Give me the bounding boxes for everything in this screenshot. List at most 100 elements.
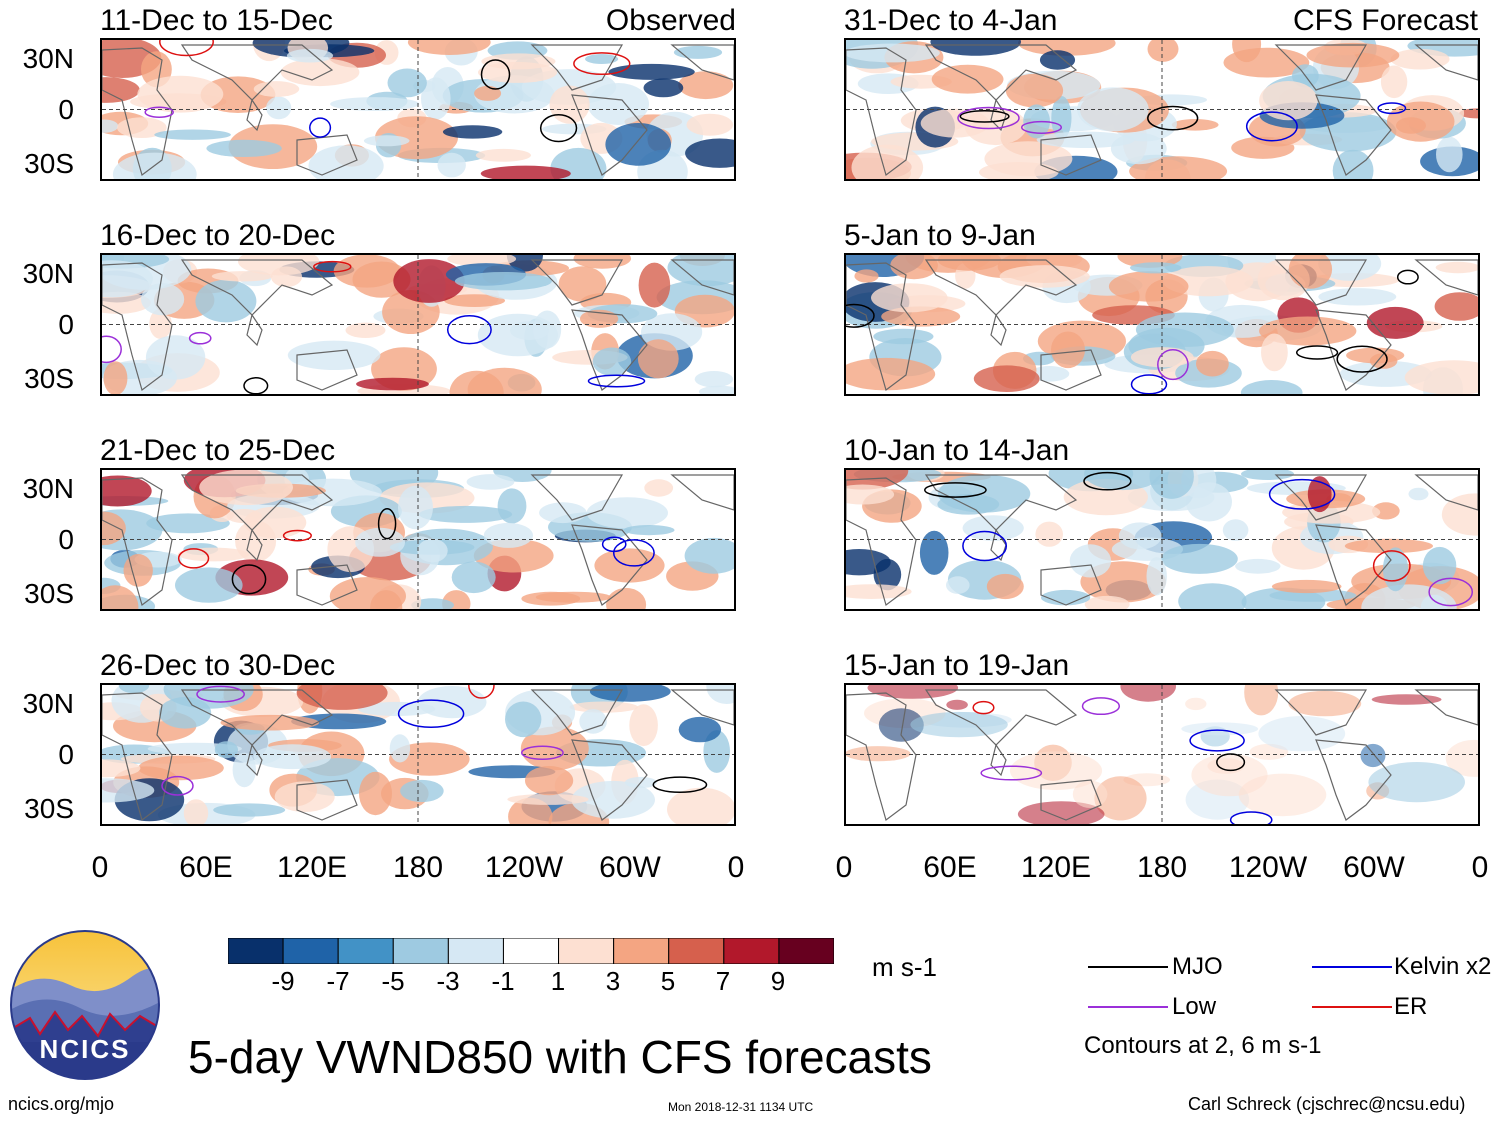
anomaly-blob [962, 515, 1024, 541]
anomaly-blob [417, 538, 448, 563]
credit: Carl Schreck (cjschrec@ncsu.edu) [1188, 1094, 1466, 1114]
anomaly-blob [1041, 589, 1091, 606]
coastline [1040, 349, 1102, 391]
anomaly-blob [1147, 40, 1179, 62]
mjo-line [1088, 966, 1168, 968]
anomaly-blob [274, 781, 335, 812]
colorbar-tick: 9 [770, 966, 786, 996]
anomaly-blob [1369, 353, 1398, 369]
wave-contour [159, 40, 214, 57]
anomaly-blob [1332, 149, 1374, 179]
anomaly-blob [253, 744, 332, 770]
colorbar-swatch [502, 937, 560, 965]
anomaly-blob [213, 803, 286, 817]
wave-contour [972, 700, 995, 715]
colorbar-swatch [227, 937, 284, 965]
anomaly-blob [357, 701, 436, 717]
coastline [924, 474, 1078, 531]
anomaly-blob [637, 339, 679, 379]
anomaly-blob [1178, 583, 1247, 609]
anomaly-blob [475, 148, 531, 162]
low-line [1088, 1006, 1168, 1008]
map-panel [100, 38, 736, 181]
wave-contour [144, 106, 174, 118]
anomaly-blob [1408, 487, 1429, 501]
lon-label: 120W [1228, 851, 1308, 884]
anomaly-blob [1396, 117, 1426, 134]
anomaly-blob [973, 365, 1040, 392]
anomaly-blob [123, 554, 153, 587]
anomaly-blob [569, 701, 638, 713]
anomaly-blob [1129, 156, 1228, 179]
anomaly-blob [846, 746, 911, 762]
anomaly-blob [608, 63, 695, 80]
colorbar-tick: 3 [605, 966, 621, 996]
anomaly-blob [1235, 558, 1281, 574]
lat-label: 30S [24, 363, 74, 394]
coastline [1315, 739, 1392, 821]
anomaly-blob [199, 470, 293, 506]
anomaly-blob [1258, 716, 1346, 752]
anomaly-blob [211, 271, 273, 282]
er-label: ER [1394, 993, 1428, 1020]
wave-contour [612, 539, 655, 567]
anomaly-blob [931, 64, 1004, 94]
anomaly-blob [846, 484, 895, 505]
coastline [924, 44, 1078, 101]
anomaly-blob [117, 117, 167, 138]
coastline [102, 477, 173, 607]
anomaly-blob [678, 71, 734, 100]
anomaly-blob [1017, 801, 1105, 824]
anomaly-blob [393, 259, 465, 303]
wave-contour [243, 377, 269, 394]
wave-contour [652, 776, 708, 794]
coastline [1414, 259, 1478, 296]
anomaly-blob [1422, 546, 1457, 585]
lat-label: 0 [58, 94, 74, 125]
anomaly-blob [1435, 261, 1478, 274]
anomaly-blob [919, 530, 949, 575]
cfs-forecast-label: CFS Forecast [1292, 4, 1478, 37]
coastline [296, 779, 358, 821]
anomaly-blob [138, 755, 224, 781]
coastline [846, 262, 917, 392]
panel-title: 16-Dec to 20-Dec [100, 219, 336, 252]
lon-label: 120E [1020, 851, 1092, 884]
anomaly-blob [1318, 288, 1397, 306]
anomaly-blob [846, 357, 936, 391]
anomaly-blob [183, 799, 209, 824]
url-link[interactable]: ncics.org/mjo [8, 1094, 115, 1114]
anomaly-blob [407, 40, 491, 55]
anomaly-blob [1306, 42, 1400, 68]
wave-contour [924, 482, 987, 498]
coastline [1274, 474, 1368, 521]
anomaly-blob [1241, 470, 1294, 480]
wave-contour [1147, 105, 1199, 131]
colorbar-swatch [668, 937, 725, 965]
anomaly-blob [586, 497, 668, 529]
anomaly-blob [175, 567, 243, 603]
anomaly-blob [846, 43, 940, 63]
anomaly-blob [1261, 333, 1288, 372]
coastline [530, 259, 624, 306]
anomaly-blob [1240, 380, 1303, 394]
map-panel [844, 683, 1480, 826]
anomaly-blob [638, 262, 671, 308]
wave-contour [980, 765, 1043, 781]
wave-contour [313, 260, 352, 273]
coastline [670, 689, 734, 726]
coastline [102, 692, 173, 822]
anomaly-blob [507, 793, 589, 805]
anomaly-blob [1072, 780, 1108, 808]
anomaly-blob [920, 108, 990, 138]
wave-contour [957, 106, 1020, 130]
panel-title: 26-Dec to 30-Dec [100, 649, 336, 682]
anomaly-blob [287, 340, 381, 370]
anomaly-blob [589, 685, 671, 702]
anomaly-blob [1288, 690, 1362, 717]
coastline [296, 349, 358, 391]
anomaly-blob [389, 734, 411, 763]
lon-label: 120E [276, 851, 348, 884]
wave-contour [587, 374, 646, 388]
anomaly-blob [102, 260, 153, 298]
